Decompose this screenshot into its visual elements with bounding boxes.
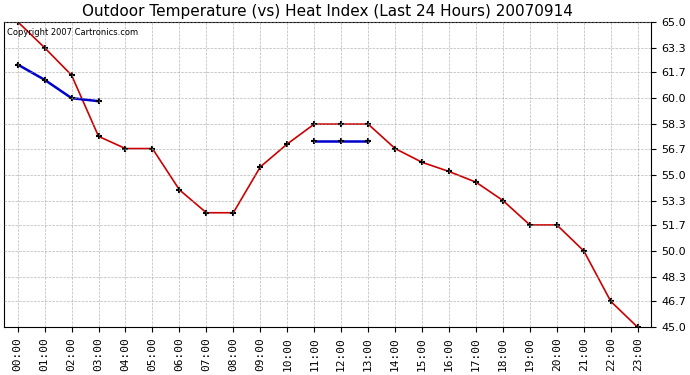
Text: Copyright 2007 Cartronics.com: Copyright 2007 Cartronics.com: [8, 28, 139, 37]
Title: Outdoor Temperature (vs) Heat Index (Last 24 Hours) 20070914: Outdoor Temperature (vs) Heat Index (Las…: [82, 4, 573, 19]
